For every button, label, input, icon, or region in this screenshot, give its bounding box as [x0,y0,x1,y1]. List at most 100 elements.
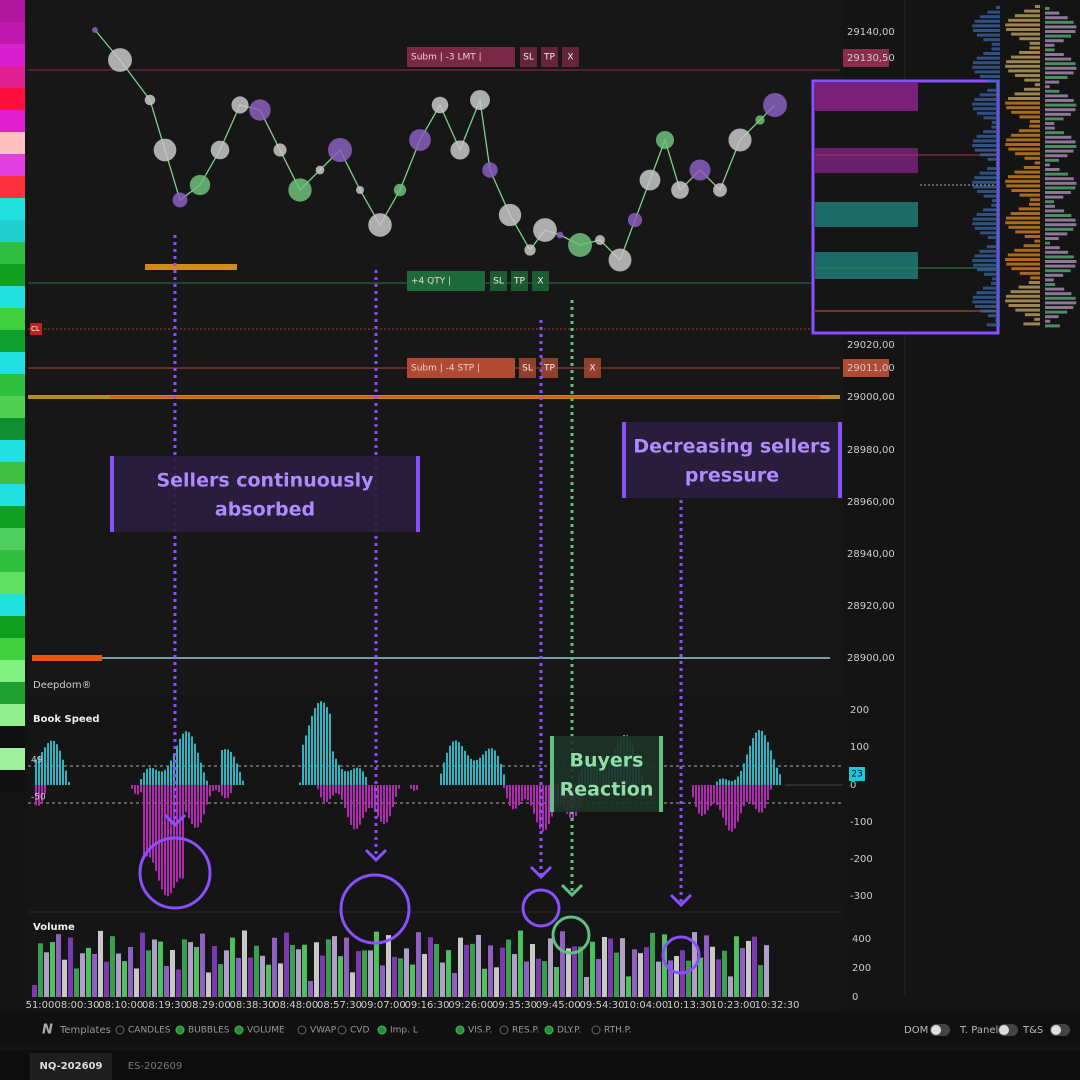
profile-bar [1045,200,1055,204]
profile-bar [1045,218,1076,222]
speed-bar [461,746,463,785]
speed-bar [752,738,754,785]
templates-button[interactable]: Templates [59,1025,111,1036]
volume-bar [404,948,409,997]
toggle-label[interactable]: RES.P. [512,1026,539,1036]
order-button[interactable] [520,47,537,67]
volume-bar [728,976,733,997]
speed-bar [716,785,718,806]
speed-bar [143,785,145,859]
tab-label[interactable]: NQ-202609 [40,1061,103,1072]
profile-bar [1045,324,1060,328]
panel-toggle-label[interactable]: T. Panel [959,1025,998,1036]
toggle-dot[interactable] [115,1025,125,1035]
volume-bar [272,937,277,997]
speed-bar [149,785,151,858]
order-button[interactable] [532,271,549,291]
volume-bar [86,947,91,997]
volume-bar [524,961,529,997]
toggle-dot[interactable] [455,1025,465,1035]
volume-bar [512,954,517,997]
highlight-circle [138,836,212,910]
volume-bar [710,946,715,997]
speed-bar [320,701,322,785]
volume-bar [266,964,271,997]
volume-bar [758,965,763,997]
profile-bar [1045,140,1076,144]
speed-bar [242,780,244,785]
bubble [533,218,557,242]
order-button[interactable] [584,358,601,378]
toggle-dot[interactable] [234,1025,244,1035]
order-button[interactable] [511,271,528,291]
toggle-label[interactable]: CANDLES [128,1026,171,1036]
toggle-label[interactable]: Imp. L [390,1026,418,1036]
toggle-label[interactable]: BUBBLES [188,1026,230,1036]
toggle-dot[interactable] [544,1025,554,1035]
profile-bar [995,162,1000,166]
order-bar[interactable] [407,47,515,67]
tab-label[interactable]: ES-202609 [128,1061,182,1072]
profile-bar [983,116,1000,120]
order-button[interactable] [519,358,536,378]
order-bar[interactable] [407,358,515,378]
toggle-dot[interactable] [297,1025,307,1035]
volume-bar [434,943,439,997]
speed-bar [761,731,763,785]
order-button[interactable] [562,47,579,67]
tab-active[interactable] [30,1053,112,1080]
speed-bar [158,771,160,785]
price-label: 29020,00 [847,340,895,351]
profile-bar [1034,239,1040,243]
bubble [328,138,352,162]
profile-bar [976,213,1000,216]
heatmap-cell [0,704,25,726]
toggle-dot[interactable] [377,1025,387,1035]
profile-bar [1015,230,1040,234]
toggle-label[interactable]: CVD [350,1026,369,1036]
speed-bar [770,785,772,790]
toggle-dot[interactable] [591,1025,601,1035]
toggle-label[interactable]: VWAP [310,1026,337,1036]
speed-bar [65,770,67,785]
order-button[interactable] [541,47,558,67]
profile-bar [972,139,1000,143]
profile-bar [972,144,1000,147]
speed-bar [47,743,49,785]
order-button-label: SL [522,364,533,374]
speed-bar [350,785,352,826]
volume-bar [722,950,727,997]
toggle-label[interactable]: DLY.P. [557,1026,581,1036]
panel-toggle-label[interactable]: DOM [904,1025,928,1036]
volume-bar [494,967,499,997]
volume-bar [548,938,553,997]
time-label: 10:13:30 [667,1000,712,1011]
volume-bar [224,950,229,997]
speed-bar [314,708,316,785]
toggle-dot[interactable] [175,1025,185,1035]
toggle-label[interactable]: VIS.P. [468,1026,492,1036]
speed-bar [377,785,379,817]
profile-bar [983,208,1000,212]
bubble [92,27,98,33]
speed-bar [446,752,448,785]
speed-bar [332,751,334,785]
bubble [288,178,312,202]
toggle-dot[interactable] [499,1025,509,1035]
toggle-dot[interactable] [337,1025,347,1035]
profile-bar [1045,177,1074,181]
toggle-label[interactable]: VOLUME [247,1026,285,1036]
order-button[interactable] [541,358,558,378]
order-bar[interactable] [407,271,485,291]
profile-bar [1023,322,1040,326]
order-button[interactable] [490,271,507,291]
speed-bar [131,785,133,789]
speed-bar [233,756,235,785]
bubbles [92,27,787,272]
profile-bar [972,259,1000,262]
speed-bar [182,733,184,785]
speed-bar [413,785,415,791]
volume-bar [506,939,511,997]
panel-toggle-label[interactable]: T&S [1022,1025,1043,1036]
toggle-label[interactable]: RTH.P. [604,1026,631,1036]
